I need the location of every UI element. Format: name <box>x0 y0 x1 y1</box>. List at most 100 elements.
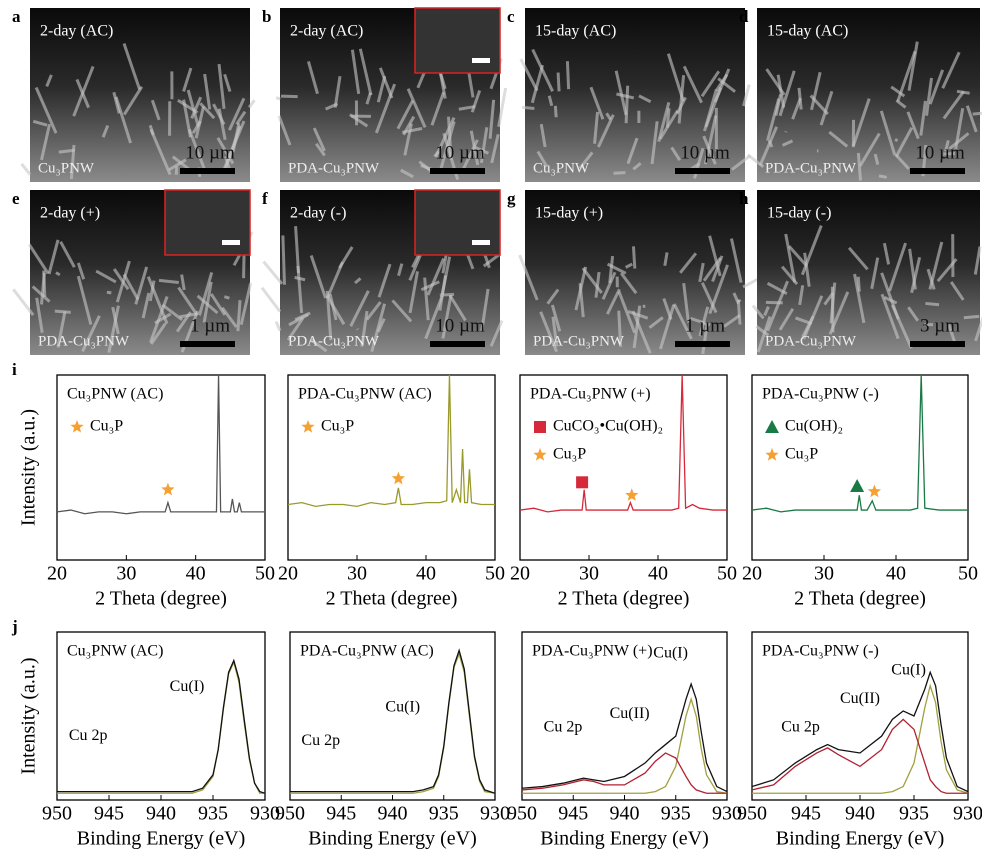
legend-label: Cu₃P <box>553 446 586 463</box>
annotation: Cu(II) <box>840 690 880 707</box>
x-axis-label: Binding Energy (eV) <box>776 828 945 850</box>
x-axis-label: 2 Theta (degree) <box>326 588 458 610</box>
chart-title: PDA-Cu₃PNW (AC) <box>300 643 434 660</box>
x-tick-label: 945 <box>558 803 588 825</box>
chart-title: PDA-Cu₃PNW (+) <box>532 643 653 660</box>
star-marker <box>161 483 174 496</box>
x-tick-label: 50 <box>485 563 505 585</box>
image-label: 2-day (-) <box>290 205 346 222</box>
scale-bar <box>180 168 235 174</box>
chart-title: PDA-Cu₃PNW (-) <box>762 643 879 660</box>
star-marker <box>533 448 546 461</box>
scale-text: 10 µm <box>185 142 235 163</box>
x-tick-label: 30 <box>116 563 136 585</box>
texture <box>224 297 229 298</box>
panel-letter: d <box>739 7 749 26</box>
triangle-marker <box>765 420 779 433</box>
texture <box>55 311 71 312</box>
star-marker <box>70 420 83 433</box>
inset <box>415 190 500 255</box>
square-marker <box>576 476 588 488</box>
texture <box>22 164 30 175</box>
texture <box>895 139 897 140</box>
image-label: 15-day (+) <box>535 205 603 222</box>
texture <box>973 112 982 114</box>
scale-bar <box>910 168 965 174</box>
panel-letter: a <box>12 7 21 26</box>
texture <box>964 316 979 317</box>
x-tick-label: 950 <box>42 803 72 825</box>
chart-title: Cu₃PNW (AC) <box>67 643 163 660</box>
legend-label: Cu₃P <box>785 446 818 463</box>
annotation: Cu(I) <box>170 678 205 695</box>
figure: a2-day (AC)Cu₃PNW10 µmb2-day (AC)PDA-Cu₃… <box>0 0 982 868</box>
x-axis-label: 2 Theta (degree) <box>558 588 690 610</box>
texture <box>614 173 626 174</box>
panel-letter: c <box>507 7 515 26</box>
x-tick-label: 40 <box>186 563 206 585</box>
panel-letter: e <box>12 189 20 208</box>
x-tick-label: 950 <box>737 803 767 825</box>
x-tick-label: 950 <box>507 803 537 825</box>
texture <box>276 98 280 99</box>
texture <box>176 166 177 174</box>
scale-bar <box>910 341 965 347</box>
texture <box>925 303 939 304</box>
x-axis-label: Binding Energy (eV) <box>77 828 246 850</box>
scale-bar <box>430 168 485 174</box>
texture <box>743 279 757 287</box>
annotation: Cu 2p <box>301 732 340 749</box>
x-tick-label: 30 <box>579 563 599 585</box>
star-marker <box>625 488 638 501</box>
scale-bar <box>180 341 235 347</box>
inset-bar <box>222 240 240 245</box>
annotation: Cu(II) <box>610 705 650 722</box>
plot-frame <box>520 375 727 560</box>
x-tick-label: 40 <box>416 563 436 585</box>
scale-text: 10 µm <box>435 142 485 163</box>
inset-bar <box>472 240 490 245</box>
plot-area <box>290 650 495 793</box>
chart-title: PDA-Cu₃PNW (-) <box>762 386 879 403</box>
chart-title: PDA-Cu₃PNW (+) <box>530 386 651 403</box>
texture <box>522 107 534 108</box>
texture <box>276 322 280 331</box>
panel-letter: f <box>262 189 268 208</box>
x-tick-label: 945 <box>94 803 124 825</box>
chart-title: Cu₃PNW (AC) <box>67 386 163 403</box>
x-tick-label: 940 <box>378 803 408 825</box>
series-line <box>290 654 495 793</box>
image-caption: Cu₃PNW <box>533 160 590 176</box>
x-tick-label: 940 <box>610 803 640 825</box>
x-tick-label: 40 <box>886 563 906 585</box>
image-label: 2-day (AC) <box>290 23 363 40</box>
texture <box>262 288 280 312</box>
texture <box>238 300 240 331</box>
texture <box>44 271 45 297</box>
image-label: 15-day (AC) <box>535 23 616 40</box>
x-axis-label: 2 Theta (degree) <box>95 588 227 610</box>
texture <box>858 153 860 181</box>
legend-label: Cu₃P <box>90 418 123 435</box>
annotation: Cu(I) <box>891 661 926 678</box>
panel-letter: j <box>11 617 18 636</box>
x-tick-label: 940 <box>845 803 875 825</box>
image-caption: Cu₃PNW <box>38 160 95 176</box>
x-axis-label: Binding Energy (eV) <box>540 828 709 850</box>
series-line <box>522 753 727 793</box>
texture <box>567 61 568 89</box>
image-caption: PDA-Cu₃PNW <box>288 160 380 176</box>
image-label: 15-day (AC) <box>767 23 848 40</box>
x-tick-label: 935 <box>198 803 228 825</box>
scale-bar <box>675 341 730 347</box>
texture <box>555 106 556 117</box>
x-tick-label: 50 <box>717 563 737 585</box>
texture <box>264 262 282 284</box>
x-tick-label: 930 <box>480 803 510 825</box>
plot-frame <box>57 375 265 560</box>
texture <box>879 176 887 177</box>
star-marker <box>301 420 314 433</box>
image-label: 2-day (+) <box>40 205 100 222</box>
scale-text: 3 µm <box>920 315 960 336</box>
x-tick-label: 20 <box>742 563 762 585</box>
